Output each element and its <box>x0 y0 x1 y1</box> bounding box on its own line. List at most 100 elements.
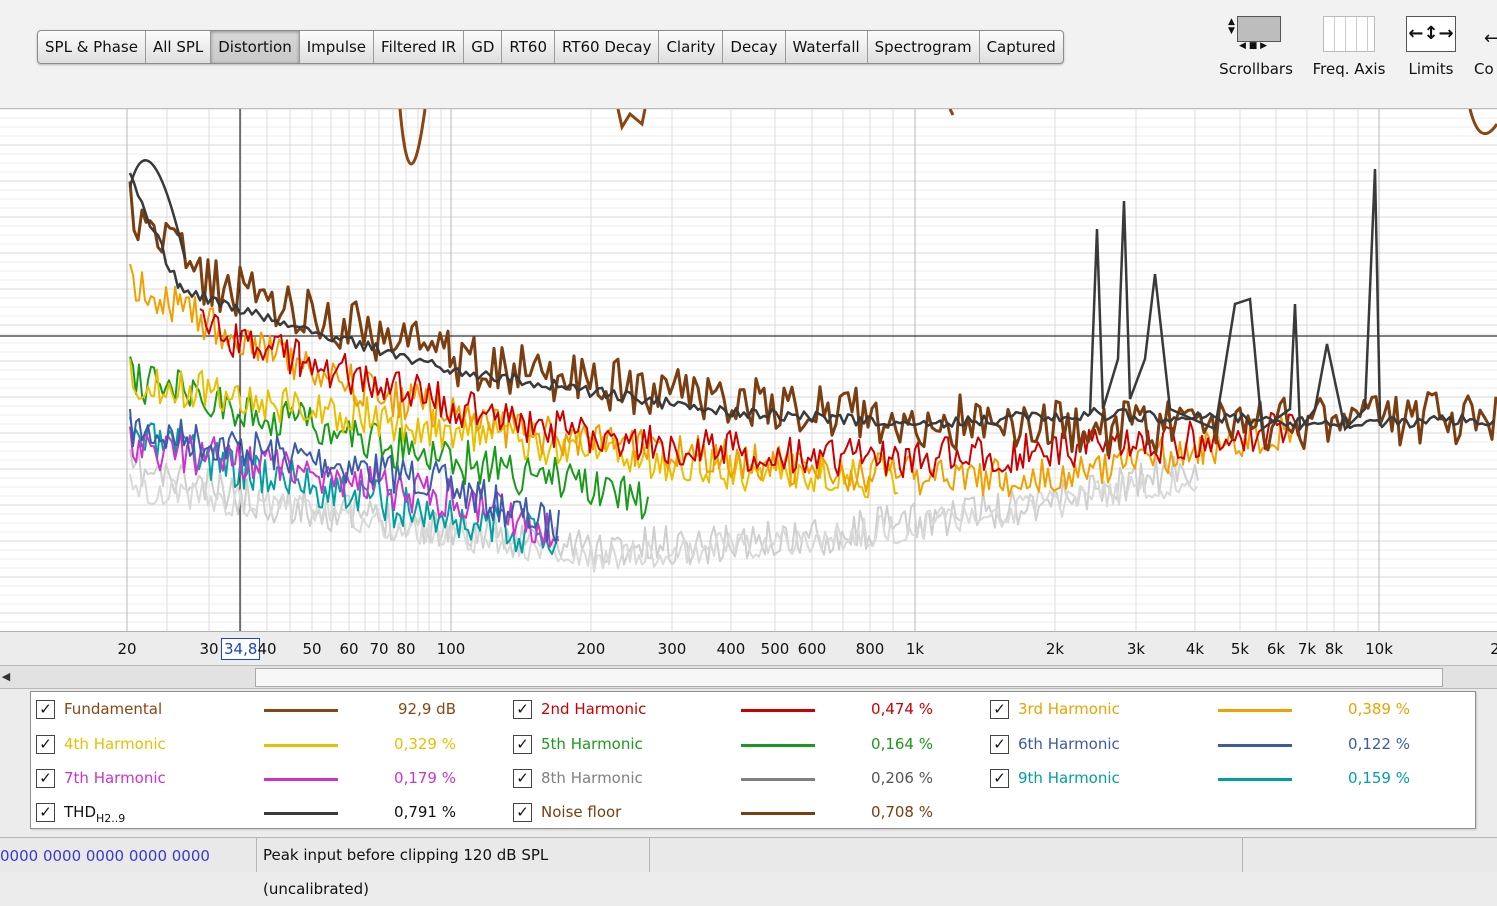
tab-gd[interactable]: GD <box>464 31 503 63</box>
tab-waterfall[interactable]: Waterfall <box>786 31 868 63</box>
limits-tool[interactable]: ←↕→ Limits <box>1400 10 1462 78</box>
freq-axis-label: Freq. Axis <box>1312 60 1386 78</box>
axis-tick-label: 400 <box>716 640 746 658</box>
axis-tick-label: 600 <box>797 640 827 658</box>
trace-legend: ✓ Fundamental 92,9 dB ✓ 2nd Harmonic 0,474 % ✓… <box>30 691 1476 829</box>
axis-tick-label: 10k <box>1365 640 1393 658</box>
legend-value: 0,791 % <box>394 803 456 821</box>
4th-harmonic-trace <box>129 358 899 499</box>
legend-name: 8th Harmonic <box>541 769 643 788</box>
graph-tabs: SPL & Phase All SPL Distortion Impulse Filte… <box>37 30 1064 64</box>
thd-peak-low <box>128 159 187 260</box>
tab-clarity[interactable]: Clarity <box>659 31 724 63</box>
legend-value: 0,708 % <box>871 803 933 821</box>
legend-checkbox[interactable]: ✓ <box>36 769 55 788</box>
axis-tick-label: 30 <box>199 640 219 658</box>
legend-value: 0,122 % <box>1348 735 1410 753</box>
legend-name: 9th Harmonic <box>1018 769 1120 788</box>
legend-item-3rd-harmonic: ✓ 3rd Harmonic 0,389 % <box>990 700 1460 724</box>
legend-checkbox[interactable]: ✓ <box>36 803 55 822</box>
legend-checkbox[interactable]: ✓ <box>36 700 55 719</box>
legend-name: THDH2..9 <box>64 803 125 828</box>
legend-name: Fundamental <box>64 700 162 719</box>
tab-rt60[interactable]: RT60 <box>502 31 555 63</box>
legend-checkbox[interactable]: ✓ <box>36 735 55 754</box>
legend-checkbox[interactable]: ✓ <box>990 769 1009 788</box>
axis-tick-label: 200 <box>576 640 606 658</box>
legend-line-swatch <box>264 778 338 781</box>
legend-item-4th-harmonic: ✓ 4th Harmonic 0,329 % <box>36 735 506 759</box>
axis-tick-label: 3k <box>1126 640 1146 658</box>
legend-name-text: 9th Harmonic <box>1018 769 1120 787</box>
tab-distortion[interactable]: Distortion <box>211 31 300 63</box>
axis-tick-label: 7k <box>1297 640 1317 658</box>
noise-floor-trace-grey-2 <box>129 470 1198 573</box>
legend-item-2nd-harmonic: ✓ 2nd Harmonic 0,474 % <box>513 700 983 724</box>
thd-trace <box>128 172 1495 430</box>
legend-line-swatch <box>264 744 338 747</box>
legend-checkbox[interactable]: ✓ <box>513 735 532 754</box>
legend-checkbox[interactable]: ✓ <box>513 700 532 719</box>
legend-item-7th-harmonic: ✓ 7th Harmonic 0,179 % <box>36 769 506 793</box>
status-message: Peak input before clipping 120 dB SPL (u… <box>256 838 650 898</box>
legend-name-text: 6th Harmonic <box>1018 735 1120 753</box>
tab-spectrogram[interactable]: Spectrogram <box>868 31 980 63</box>
legend-line-swatch <box>741 778 815 781</box>
legend-name-text: 5th Harmonic <box>541 735 643 753</box>
legend-item-9th-harmonic: ✓ 9th Harmonic 0,159 % <box>990 769 1460 793</box>
status-bar: 0000 0000 0000 0000 0000 Peak input befo… <box>0 837 1497 898</box>
legend-name-subscript: H2..9 <box>96 812 126 825</box>
axis-tick-label: 100 <box>436 640 466 658</box>
legend-line-swatch <box>741 709 815 712</box>
scrollbars-tool[interactable]: ▲ ▼ ◀ ■ ▶ Scrollbars <box>1217 10 1295 78</box>
legend-value: 0,474 % <box>871 700 933 718</box>
legend-item-8th-harmonic: ✓ 8th Harmonic 0,206 % <box>513 769 983 793</box>
legend-line-swatch <box>1218 744 1292 747</box>
frequency-axis[interactable]: 34,8 20 30 40 50 60 70 80 100 200 300 400 500 600 800… <box>0 631 1497 666</box>
tab-decay[interactable]: Decay <box>723 31 786 63</box>
legend-name-text: 7th Harmonic <box>64 769 166 787</box>
tab-rt60-decay[interactable]: RT60 Decay <box>555 31 660 63</box>
legend-item-noise-floor: ✓ Noise floor 0,708 % <box>513 803 983 827</box>
legend-name-text: 4th Harmonic <box>64 735 166 753</box>
tab-all-spl[interactable]: All SPL <box>146 31 212 63</box>
limits-icon: ←↕→ <box>1400 10 1462 60</box>
distortion-graph[interactable] <box>0 109 1497 631</box>
axis-tick-label: 2 <box>1490 640 1497 658</box>
legend-line-swatch <box>1218 709 1292 712</box>
distortion-plot <box>0 109 1497 631</box>
legend-value: 92,9 dB <box>398 700 456 718</box>
axis-tick-label: 50 <box>302 640 322 658</box>
axis-tick-label: 6k <box>1266 640 1286 658</box>
legend-item-fundamental: ✓ Fundamental 92,9 dB <box>36 700 506 724</box>
tab-captured[interactable]: Captured <box>986 38 1056 56</box>
2nd-harmonic-trace <box>199 308 1299 479</box>
scroll-left-icon[interactable]: ◀ <box>1 670 11 683</box>
legend-name-text: 3rd Harmonic <box>1018 700 1120 718</box>
axis-tick-label: 300 <box>657 640 687 658</box>
legend-value: 0,389 % <box>1348 700 1410 718</box>
axis-tick-label: 70 <box>369 640 389 658</box>
legend-line-swatch <box>741 812 815 815</box>
axis-tick-label: 40 <box>257 640 277 658</box>
cursor-frequency-readout: 34,8 <box>221 638 261 660</box>
legend-checkbox[interactable]: ✓ <box>513 769 532 788</box>
legend-name-text: THD <box>64 803 96 821</box>
tab-impulse[interactable]: Impulse <box>300 31 375 63</box>
scrollbar-thumb[interactable] <box>255 668 1443 687</box>
controls-tool[interactable]: ← Co <box>1474 10 1497 78</box>
axis-tick-label: 20 <box>117 640 137 658</box>
tab-spl-phase[interactable]: SPL & Phase <box>38 31 146 63</box>
legend-checkbox[interactable]: ✓ <box>513 803 532 822</box>
axis-tick-label: 4k <box>1185 640 1205 658</box>
legend-checkbox[interactable]: ✓ <box>990 700 1009 719</box>
thd-peaks-high <box>1088 168 1382 433</box>
legend-name: 6th Harmonic <box>1018 735 1120 754</box>
tab-filtered-ir[interactable]: Filtered IR <box>374 31 465 63</box>
legend-item-6th-harmonic: ✓ 6th Harmonic 0,122 % <box>990 735 1460 759</box>
toolbar: SPL & Phase All SPL Distortion Impulse Filte… <box>0 0 1497 109</box>
freq-axis-tool[interactable]: Freq. Axis <box>1308 10 1390 78</box>
legend-checkbox[interactable]: ✓ <box>990 735 1009 754</box>
horizontal-scrollbar[interactable]: ◀ <box>0 665 1497 689</box>
legend-value: 0,164 % <box>871 735 933 753</box>
